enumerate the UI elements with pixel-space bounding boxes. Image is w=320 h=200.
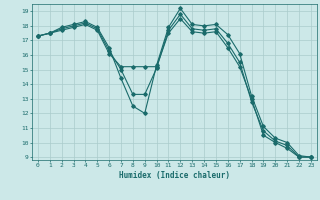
X-axis label: Humidex (Indice chaleur): Humidex (Indice chaleur) [119, 171, 230, 180]
